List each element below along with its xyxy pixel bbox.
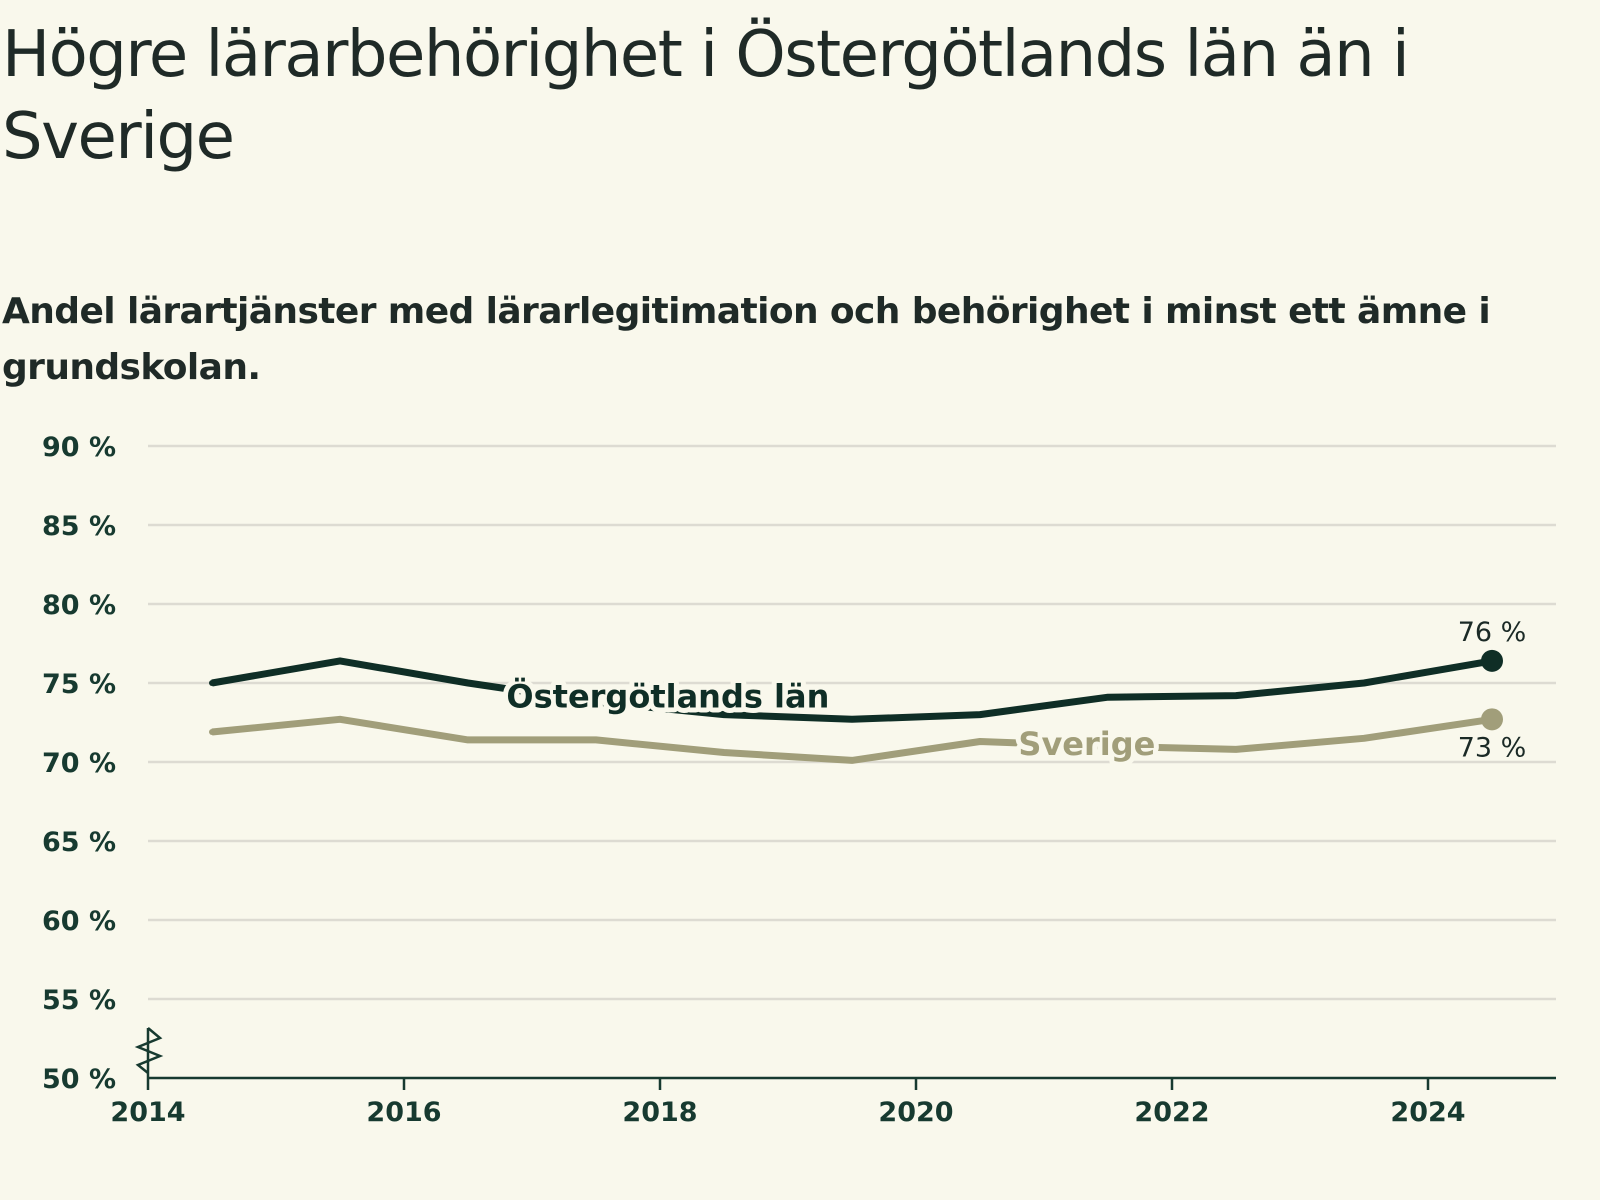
y-tick-label: 85 % bbox=[42, 511, 116, 542]
data-point-ostergotland bbox=[465, 680, 471, 686]
series-line-sverige bbox=[211, 715, 1493, 764]
y-tick-label: 90 % bbox=[42, 432, 116, 463]
data-point-ostergotland bbox=[337, 657, 343, 664]
data-point-ostergotland bbox=[977, 711, 983, 718]
y-tick-label: 55 % bbox=[42, 985, 116, 1016]
chart-title: Högre lärarbehörighet i Östergötlands lä… bbox=[2, 18, 1410, 174]
data-point-sverige bbox=[721, 749, 727, 756]
x-tick-label: 2022 bbox=[1134, 1097, 1209, 1128]
data-point-sverige bbox=[209, 728, 215, 735]
axis-break-symbol bbox=[134, 1027, 164, 1074]
x-tick-label: 2016 bbox=[366, 1097, 441, 1128]
y-tick-label: 60 % bbox=[42, 906, 116, 937]
data-point-ostergotland bbox=[209, 680, 215, 686]
data-point-sverige bbox=[1233, 746, 1239, 753]
series-lines bbox=[209, 649, 1503, 764]
data-point-sverige bbox=[337, 716, 343, 723]
end-label-ostergotland: 76 % bbox=[1458, 617, 1527, 648]
series-labels: 76 % 73 % Östergötlands län Sverige bbox=[501, 617, 1527, 768]
series-label-ostergotland: Östergötlands län bbox=[506, 678, 829, 716]
end-label-sverige: 73 % bbox=[1458, 732, 1527, 763]
data-point-sverige bbox=[465, 736, 471, 743]
data-point-sverige bbox=[977, 738, 983, 745]
series-label-sverige: Sverige bbox=[1018, 725, 1155, 763]
x-tick-label: 2018 bbox=[622, 1097, 697, 1128]
y-tick-label: 75 % bbox=[42, 669, 116, 700]
y-tick-label: 50 % bbox=[42, 1064, 116, 1095]
x-tick-label: 2014 bbox=[110, 1097, 185, 1128]
data-point-ostergotland bbox=[849, 716, 855, 723]
end-point-sverige bbox=[1481, 708, 1503, 731]
data-point-ostergotland bbox=[593, 698, 599, 705]
y-axis-ticks: 90 % 85 % 80 % 75 % 70 % 65 % 60 % 55 % 50 % bbox=[42, 432, 116, 1095]
data-point-sverige bbox=[593, 736, 599, 743]
data-point-ostergotland bbox=[721, 711, 727, 718]
chart-subtitle: Andel lärartjänster med lärarlegitimatio… bbox=[2, 291, 1491, 388]
x-axis-ticks: 2014 2016 2018 2020 2022 2024 bbox=[110, 1078, 1466, 1128]
series-line-ostergotland bbox=[211, 657, 1493, 723]
data-point-sverige bbox=[849, 757, 855, 764]
data-point-ostergotland bbox=[1105, 694, 1111, 701]
x-tick-label: 2024 bbox=[1390, 1097, 1465, 1128]
y-tick-label: 65 % bbox=[42, 827, 116, 858]
x-axis bbox=[134, 1027, 1556, 1080]
data-point-sverige bbox=[1105, 743, 1111, 750]
data-point-ostergotland bbox=[1361, 680, 1367, 686]
y-tick-label: 70 % bbox=[42, 748, 116, 779]
y-tick-label: 80 % bbox=[42, 590, 116, 621]
end-point-ostergotland bbox=[1481, 649, 1503, 672]
data-point-ostergotland bbox=[1233, 692, 1239, 699]
data-point-sverige bbox=[1361, 735, 1367, 742]
x-tick-label: 2020 bbox=[878, 1097, 953, 1128]
